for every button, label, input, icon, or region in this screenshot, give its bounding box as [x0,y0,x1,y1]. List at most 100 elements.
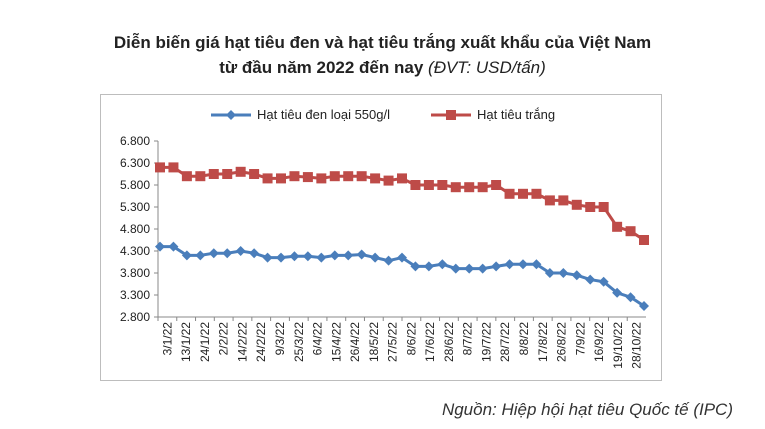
chart-title-unit: (ĐVT: USD/tấn) [428,58,546,77]
series-point-square [397,173,407,184]
x-tick-label: 19/7/22 [479,322,493,362]
series-point-square [504,188,515,199]
series-point-square [235,166,246,177]
x-tick-label: 14/2/22 [235,322,249,362]
series-point-diamond [518,259,528,270]
series-point-diamond [585,274,596,285]
x-tick-label: 24/1/22 [198,322,212,362]
series-point-square [289,171,300,182]
series-point-diamond [235,246,246,256]
x-tick-label: 8/6/22 [404,322,418,356]
series-point-diamond [356,249,367,260]
series-point-square [544,195,555,206]
x-tick-label: 26/8/22 [555,322,569,362]
series-point-diamond [155,241,165,252]
chart-title-line1: Diễn biến giá hạt tiêu đen và hạt tiêu t… [113,33,652,52]
chart-frame: 2.800 3.300 3.800 4.300 4.800 5.300 5.800 6.300… [100,94,662,381]
chart-title-period: từ đầu năm 2022 đến nay [219,58,424,77]
y-tick-label: 3.800 [120,266,150,280]
x-tick-label: 28/6/22 [442,322,456,362]
series-point-diamond [571,270,582,281]
series-point-square [356,171,367,182]
series-point-diamond [612,287,623,298]
line-chart: 2.800 3.300 3.800 4.300 4.800 5.300 5.800 6.300… [120,107,649,369]
x-tick-label: 17/8/22 [536,322,550,362]
series-point-diamond [370,252,381,263]
series-point-diamond [464,263,475,274]
x-tick-label: 2/2/22 [217,322,231,356]
series-point-square [276,173,286,184]
x-tick-label: 15/4/22 [329,322,343,362]
y-tick-label: 6.300 [120,156,150,170]
series-point-diamond [195,250,206,261]
series-point-square [383,175,394,186]
series-point-diamond [504,259,515,270]
series-point-diamond [639,301,649,311]
chart-title-line2: từ đầu năm 2022 đến nay (ĐVT: USD/tấn) [0,58,765,78]
y-tick-label: 5.800 [120,178,150,192]
x-tick-label: 13/1/22 [179,322,193,362]
legend-label-2: Hạt tiêu trắng [477,107,555,122]
series-point-square [423,180,434,190]
series-point-square [222,169,233,179]
source-note: Nguồn: Hiệp hội hạt tiêu Quốc tế (IPC) [441,400,733,419]
x-tick-label: 16/9/22 [592,322,606,362]
x-tick-label: 24/2/22 [254,322,268,362]
series-point-square [450,182,461,193]
series-point-square [585,202,596,212]
series-point-square [329,171,340,182]
y-tick-label: 5.300 [120,200,150,214]
series-point-square [343,171,354,182]
series-point-diamond [302,251,313,262]
x-tick-label: 7/9/22 [573,322,587,356]
series-point-diamond [383,255,394,266]
x-tick-label: 3/1/22 [160,322,174,356]
series-point-diamond [598,276,609,287]
series-point-square [625,226,636,237]
series-point-diamond [208,248,219,259]
series-point-diamond [343,250,354,261]
series-point-diamond [276,252,286,263]
series-point-diamond [397,252,407,263]
y-tick-label: 6.800 [120,134,150,148]
series-point-square [410,180,421,190]
series-point-square [612,221,623,232]
x-tick-label: 26/4/22 [348,322,362,362]
series-point-square [531,188,542,199]
series-point-square [249,169,260,179]
series-point-square [316,173,327,184]
series-point-diamond [262,252,273,263]
series-point-square [370,173,381,184]
series-point-diamond [437,259,448,270]
x-tick-label: 8/7/22 [461,322,475,356]
series-point-diamond [249,248,260,259]
legend-marker-square [446,110,456,120]
series-point-square [491,180,502,190]
series-point-square [571,199,582,210]
x-tick-label: 27/5/22 [386,322,400,362]
legend-marker-diamond [226,110,236,120]
x-tick-label: 8/8/22 [517,322,531,356]
x-tick-label: 28/7/22 [498,322,512,362]
series-point-diamond [625,292,636,303]
y-tick-label: 4.300 [120,244,150,258]
series-point-diamond [222,248,233,259]
series-point-square [168,162,179,173]
series-point-square [262,173,273,184]
x-tick-label: 6/4/22 [311,322,325,356]
series-point-diamond [181,250,192,261]
series-point-diamond [316,252,327,263]
series-point-diamond [329,250,340,261]
series-point-diamond [558,268,569,278]
x-tick-label: 28/10/22 [630,322,644,369]
series-point-square [639,235,649,245]
series-point-square [464,182,475,193]
y-tick-label: 3.300 [120,288,150,302]
x-tick-label: 19/10/22 [611,322,625,369]
series-point-diamond [477,263,488,274]
series-point-square [208,169,219,179]
series-point-square [437,180,448,190]
series-point-square [558,195,569,206]
series-point-diamond [289,251,300,262]
series-point-diamond [491,261,502,272]
